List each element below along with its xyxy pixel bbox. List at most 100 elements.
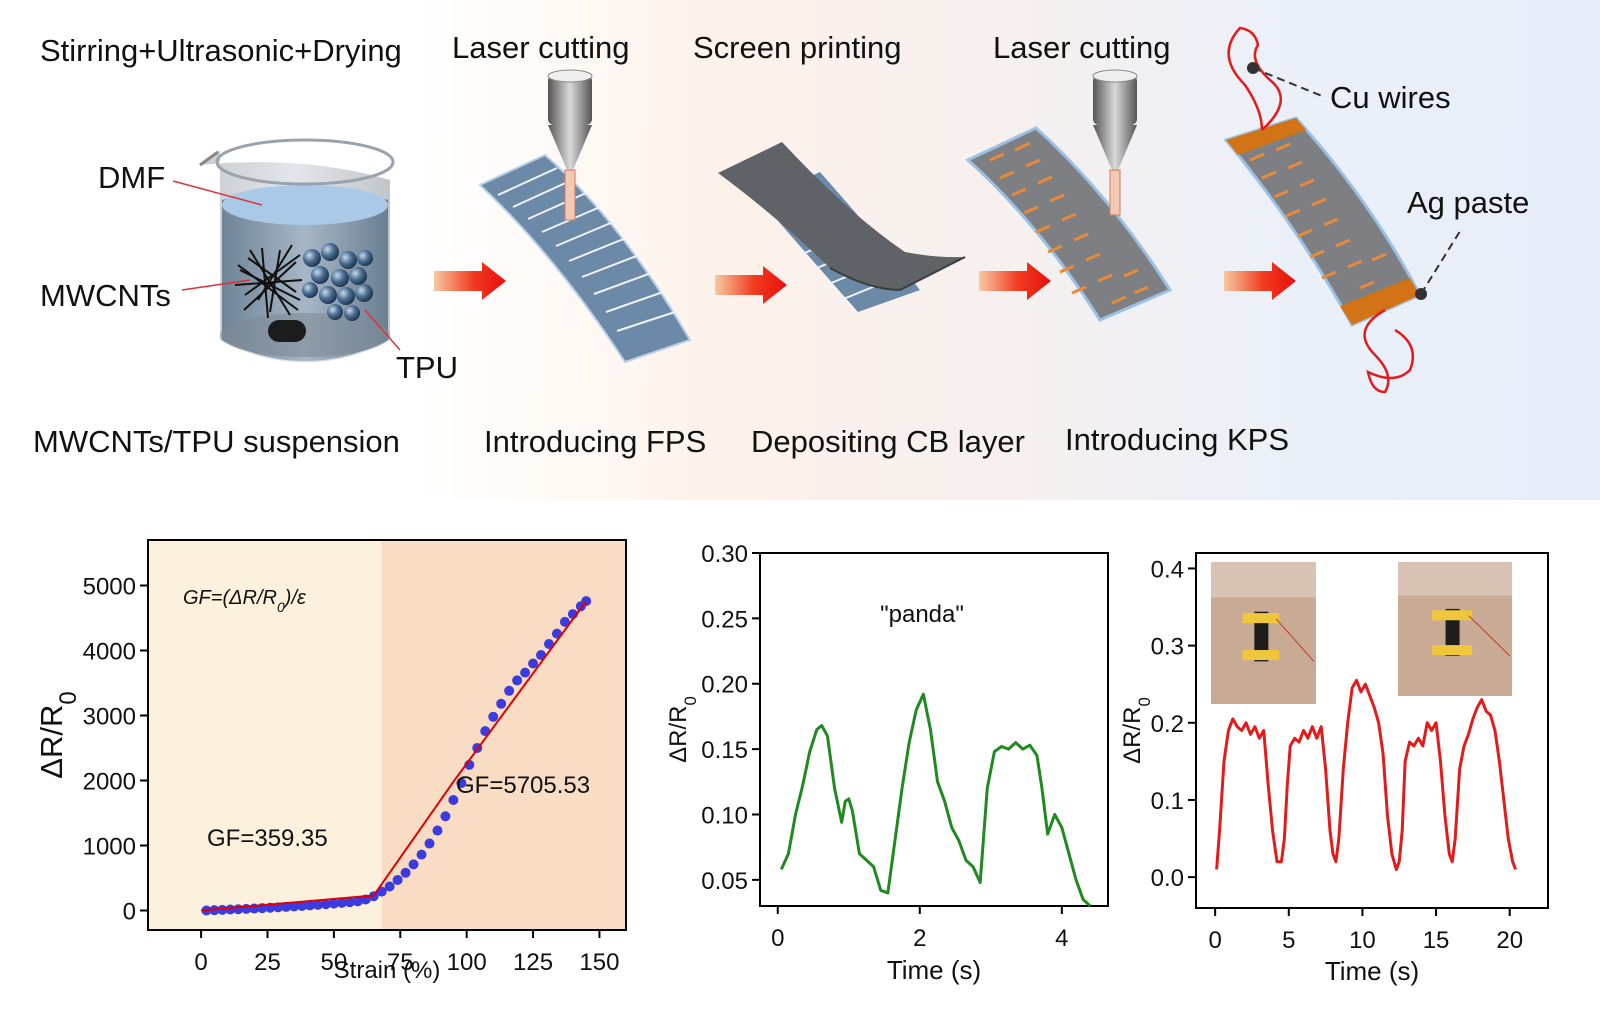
data-point bbox=[281, 901, 292, 912]
step-label-laser-cutting-1: Laser cutting bbox=[452, 30, 630, 65]
process-arrow-icon bbox=[979, 262, 1051, 300]
data-point bbox=[543, 639, 554, 649]
x-axis-label: Time (s) bbox=[1325, 956, 1419, 986]
data-point bbox=[392, 874, 403, 885]
tpu-particles-icon bbox=[302, 243, 373, 321]
data-point bbox=[424, 838, 435, 849]
sensor-body bbox=[1445, 608, 1460, 656]
tpu-label: TPU bbox=[396, 350, 458, 385]
y-axis-label: ΔR/R0 bbox=[1119, 697, 1154, 764]
y-tick-label: 3000 bbox=[83, 704, 136, 731]
x-tick-label: 100 bbox=[447, 949, 487, 976]
x-tick-label: 15 bbox=[1423, 927, 1450, 954]
data-point bbox=[400, 867, 411, 878]
x-tick-label: 5 bbox=[1282, 927, 1295, 954]
mwcnts-label: MWCNTs bbox=[40, 278, 171, 313]
skin-highlight bbox=[1398, 562, 1512, 596]
step-label-laser-cutting-2: Laser cutting bbox=[993, 30, 1171, 65]
x-axis-label: Time (s) bbox=[887, 955, 981, 985]
y-axis-label: ΔR/R0 bbox=[34, 691, 82, 778]
tape-bottom bbox=[1242, 650, 1280, 661]
y-tick-label: 0.05 bbox=[701, 868, 748, 895]
laser-nozzle-icon bbox=[1092, 69, 1138, 216]
plot-frame bbox=[759, 552, 1109, 907]
data-point bbox=[289, 901, 300, 912]
y-tick-label: 0.30 bbox=[701, 541, 748, 568]
data-point bbox=[320, 899, 331, 910]
gf-equation: GF=(ΔR/R0)/ε bbox=[183, 587, 307, 615]
laser-nozzle-icon bbox=[547, 69, 593, 221]
y-tick-label: 5000 bbox=[83, 574, 136, 601]
skin-highlight bbox=[1211, 562, 1316, 598]
data-point bbox=[217, 904, 228, 915]
data-point bbox=[328, 898, 339, 909]
wire bbox=[1275, 618, 1315, 662]
inset-photo-left bbox=[1211, 562, 1316, 704]
gf-annotation-high: GF=5705.53 bbox=[456, 772, 590, 799]
process-arrow-icon bbox=[1224, 262, 1296, 300]
x-tick-label: 2 bbox=[913, 925, 926, 952]
step-label-stirring: Stirring+Ultrasonic+Drying bbox=[40, 33, 402, 68]
data-point bbox=[559, 616, 570, 627]
tape-top bbox=[1432, 610, 1473, 621]
data-point bbox=[456, 778, 467, 789]
final-sensor bbox=[1223, 116, 1423, 327]
x-tick-label: 10 bbox=[1349, 927, 1376, 954]
x-axis-label: Strain (%) bbox=[334, 957, 441, 984]
y-tick-label: 0.3 bbox=[1151, 634, 1184, 661]
inset-photo-right bbox=[1398, 562, 1512, 696]
data-point bbox=[344, 897, 355, 908]
step-label-introducing-fps: Introducing FPS bbox=[484, 424, 707, 459]
series-line-linear-fit bbox=[201, 600, 587, 912]
sensor-body bbox=[1254, 611, 1269, 662]
x-tick-label: 150 bbox=[579, 949, 619, 976]
process-illustration bbox=[172, 26, 1463, 394]
dmf-label: DMF bbox=[98, 160, 166, 195]
data-point bbox=[496, 698, 507, 709]
chart-title: "panda" bbox=[880, 601, 964, 628]
series-line-panda bbox=[779, 692, 1092, 908]
strain-region bbox=[148, 540, 382, 930]
x-tick-label: 75 bbox=[387, 949, 414, 976]
x-tick-label: 4 bbox=[1055, 925, 1068, 952]
data-point bbox=[504, 685, 515, 696]
beaker-leader-lines bbox=[172, 180, 401, 351]
x-tick-label: 0 bbox=[771, 925, 784, 952]
data-point bbox=[297, 900, 308, 911]
callout-lines bbox=[1247, 62, 1463, 300]
step-label-introducing-kps: Introducing KPS bbox=[1065, 422, 1290, 457]
x-tick-label: 125 bbox=[513, 949, 553, 976]
plot-frame bbox=[1195, 552, 1549, 909]
y-tick-label: 1000 bbox=[83, 834, 136, 861]
film-with-cb-layer bbox=[718, 142, 966, 312]
y-tick-label: 0.2 bbox=[1151, 711, 1184, 738]
wire bbox=[1468, 615, 1511, 657]
process-arrow-icon bbox=[434, 262, 506, 300]
data-point bbox=[408, 859, 419, 870]
data-point bbox=[312, 899, 323, 910]
data-point bbox=[488, 711, 499, 722]
cu-wire-icon bbox=[1227, 26, 1415, 394]
x-tick-label: 0 bbox=[1208, 927, 1221, 954]
ag-paste-label: Ag paste bbox=[1407, 185, 1530, 220]
y-axis-label: ΔR/R0 bbox=[665, 696, 700, 763]
film-with-kps bbox=[965, 126, 1173, 322]
y-tick-label: 0.20 bbox=[701, 672, 748, 699]
data-point bbox=[512, 675, 523, 686]
y-tick-label: 0.15 bbox=[701, 737, 748, 764]
step-label-depositing-cb: Depositing CB layer bbox=[751, 424, 1025, 459]
process-arrow-icon bbox=[715, 266, 787, 304]
tape-top bbox=[1242, 613, 1280, 624]
y-tick-label: 0.1 bbox=[1151, 788, 1184, 815]
data-point bbox=[440, 811, 451, 822]
data-point bbox=[384, 881, 395, 892]
plot-frame bbox=[147, 539, 627, 931]
data-point bbox=[520, 667, 531, 678]
data-point bbox=[352, 896, 363, 907]
data-point bbox=[448, 795, 459, 805]
data-point bbox=[528, 658, 539, 669]
y-tick-label: 0 bbox=[123, 899, 136, 926]
cu-wires-label: Cu wires bbox=[1330, 80, 1451, 115]
